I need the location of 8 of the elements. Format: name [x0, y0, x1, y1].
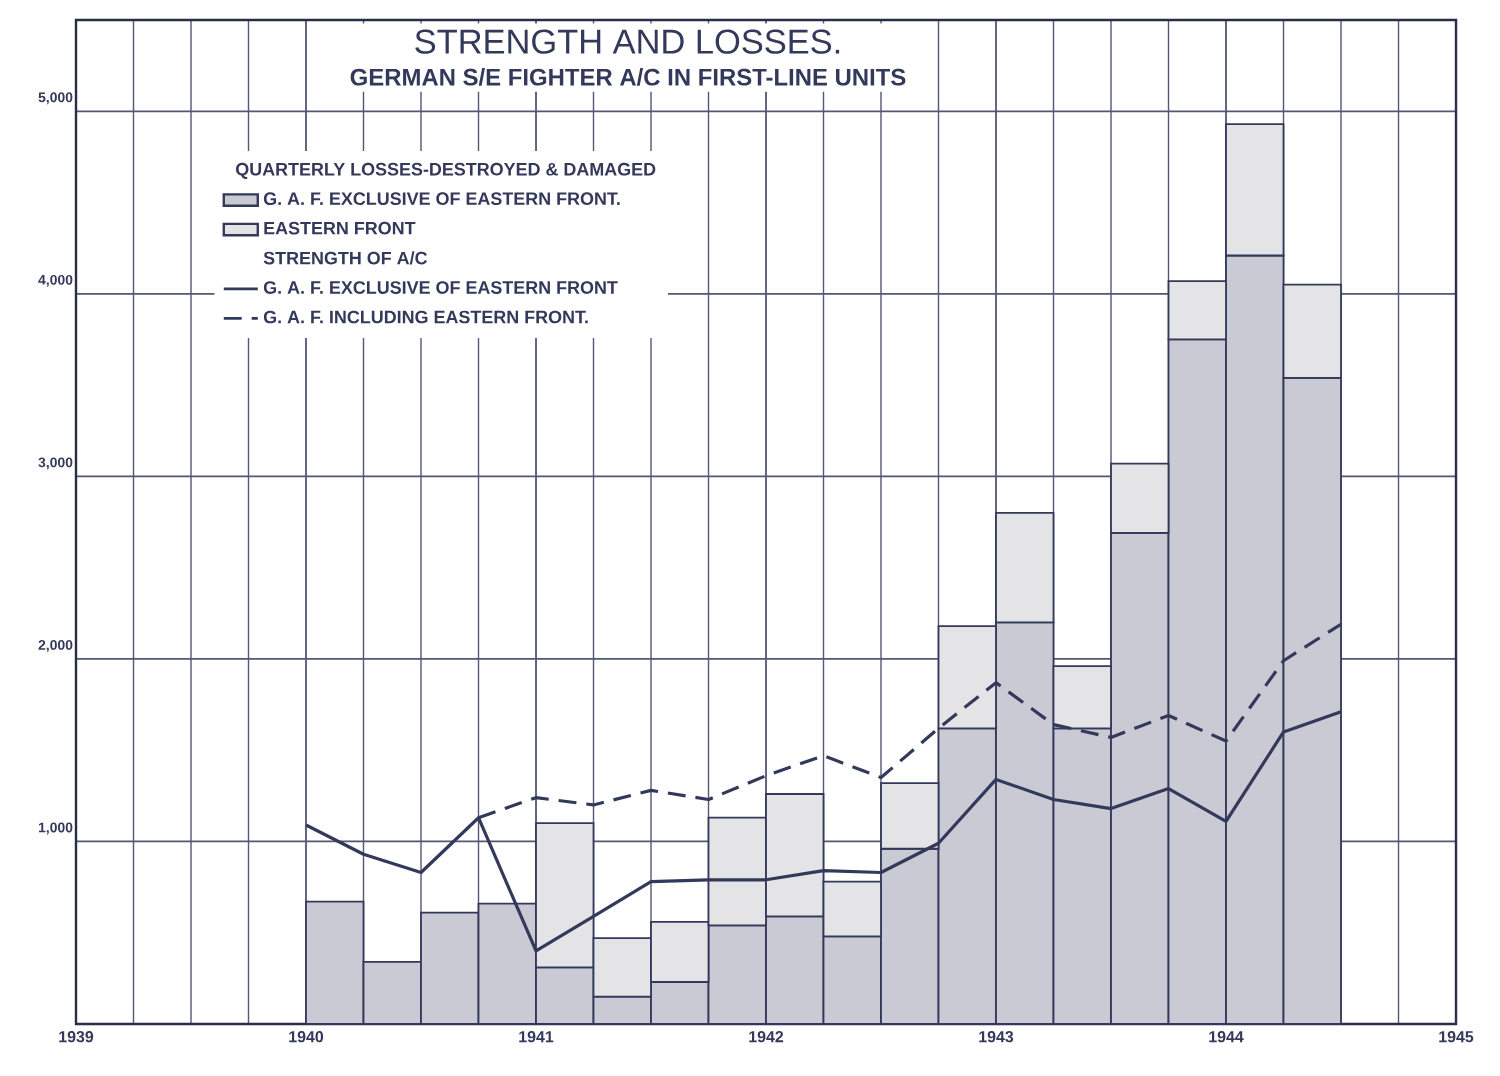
legend-label: G. A. F. EXCLUSIVE OF EASTERN FRONT.: [263, 192, 620, 206]
legend-label: G. A. F. INCLUDING EASTERN FRONT.: [263, 310, 588, 324]
chart-title: STRENGTH AND LOSSES.: [415, 29, 840, 54]
annotation: STRENGTH OF A/C: [263, 251, 428, 265]
text: GERMAN S/E FIGHTER A/C IN FIRST-LINE UNITS: [350, 68, 906, 86]
legend-label: G. A. F. EXCLUSIVE OF EASTERN FRONT: [263, 281, 618, 294]
legend-title: QUARTERLY LOSSES-DESTROYED & DAMAGED: [236, 162, 656, 179]
legend-label: EASTERN FRONT: [264, 221, 416, 235]
